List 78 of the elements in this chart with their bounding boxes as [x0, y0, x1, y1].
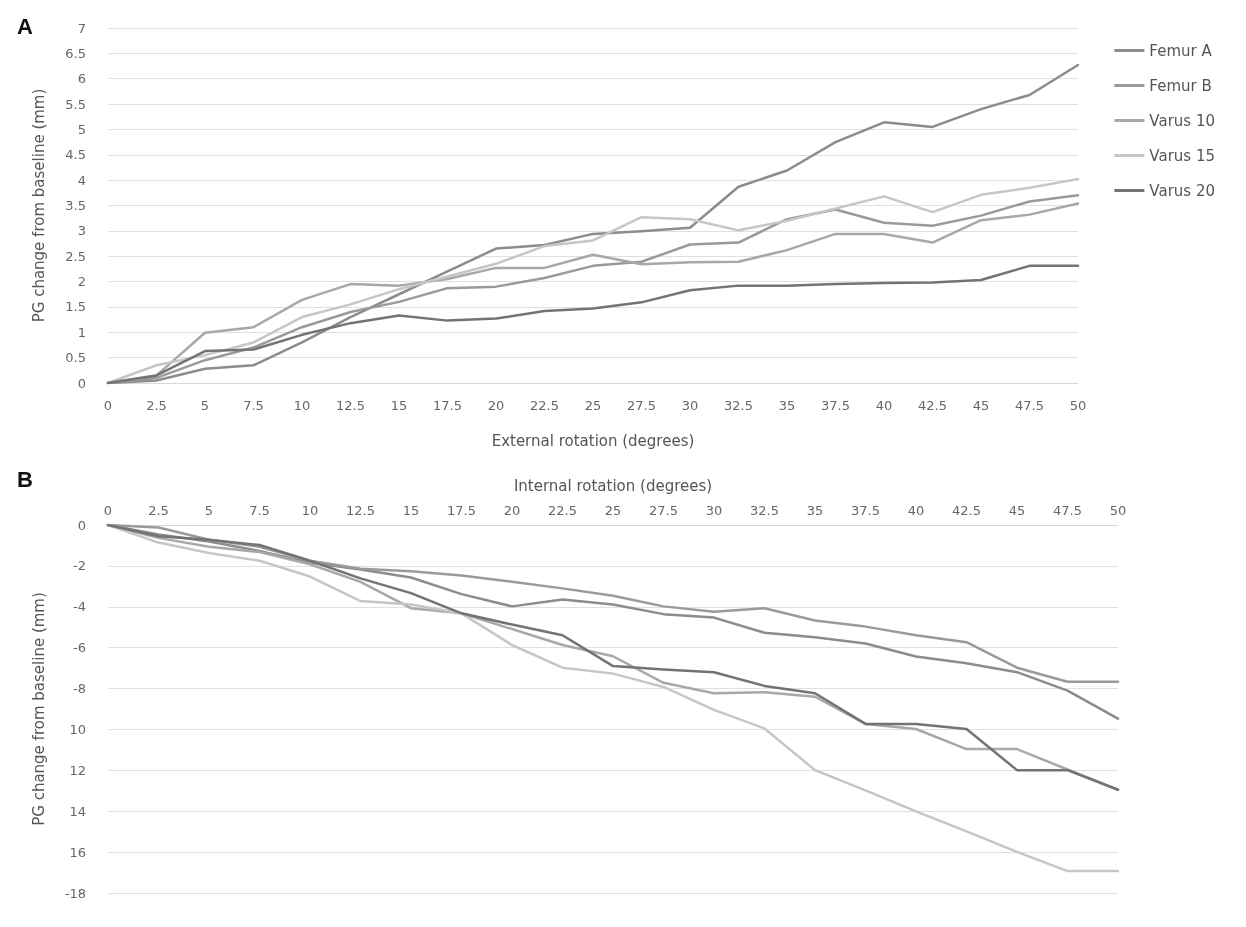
y-tick-label: 2 [77, 274, 86, 290]
x-tick-label: 30 [705, 503, 723, 518]
x-tick-label: 17.5 [433, 398, 462, 413]
x-tick-label: 20 [503, 503, 521, 518]
x-tick-label: 30 [681, 398, 699, 413]
x-tick-label: 27.5 [649, 503, 678, 518]
x-tick-label: 2.5 [148, 503, 169, 518]
x-tick-label: 37.5 [851, 503, 880, 518]
x-tick-label: 15 [402, 503, 420, 518]
x-tick-label: 35 [806, 503, 824, 518]
x-tick-label: 2.5 [146, 398, 167, 413]
legend-label: Femur B [1149, 76, 1212, 95]
x-tick-label: 32.5 [750, 503, 779, 518]
legend-label: Varus 15 [1149, 146, 1216, 165]
y-tick-label: 3.5 [65, 198, 86, 213]
y-tick-label: -8 [73, 681, 86, 697]
x-tick-label: 45 [972, 398, 990, 413]
y-tick-label: 1 [77, 324, 86, 340]
x-tick-label: 35 [778, 398, 796, 413]
x-tick-label: 7.5 [249, 503, 270, 518]
y-tick-label: 0.5 [65, 350, 86, 366]
x-tick-label: 22.5 [530, 398, 559, 413]
x-tick-label: 17.5 [447, 503, 476, 518]
x-tick-label: 10 [301, 503, 319, 518]
x-tick-label: 5 [200, 398, 210, 413]
x-tick-label: 47.5 [1053, 503, 1082, 518]
y-tick-label: 5.5 [65, 96, 86, 112]
x-tick-label: 25 [584, 398, 602, 413]
y-tick-label: 3 [77, 223, 86, 239]
x-tick-label: 22.5 [548, 503, 577, 518]
y-axis-title: PG change from baseline (mm) [29, 88, 48, 323]
x-tick-label: 37.5 [821, 398, 850, 413]
y-tick-label: 0 [77, 517, 86, 533]
x-tick-label: 42.5 [918, 398, 947, 413]
x-tick-label: 45 [1008, 503, 1026, 518]
y-tick-label: 10 [69, 721, 86, 737]
y-tick-label: 6.5 [65, 45, 86, 61]
y-tick-label: 6 [77, 71, 86, 87]
y-tick-label: 4.5 [65, 147, 86, 163]
x-tick-label: 40 [875, 398, 893, 413]
x-tick-label: 50 [1069, 398, 1087, 413]
x-tick-label: 50 [1109, 503, 1127, 518]
legend-label: Varus 10 [1149, 111, 1216, 130]
y-tick-label: 12 [69, 762, 86, 778]
y-axis-title: PG change from baseline (mm) [29, 592, 48, 826]
y-tick-label: 16 [69, 844, 86, 860]
y-tick-label: -2 [73, 558, 86, 574]
y-tick-label: 0 [77, 375, 86, 391]
y-tick-label: -4 [73, 599, 86, 615]
legend-label: Femur A [1149, 41, 1213, 60]
y-tick-label: -18 [64, 885, 86, 901]
x-tick-label: 0 [103, 503, 113, 518]
y-tick-label: 2.5 [65, 248, 86, 264]
x-tick-label: 42.5 [952, 503, 981, 518]
x-tick-label: 10 [293, 398, 311, 413]
x-tick-label: 7.5 [243, 398, 264, 413]
chart-title: B [17, 466, 33, 492]
x-tick-label: 25 [604, 503, 622, 518]
x-tick-label: 12.5 [336, 398, 365, 413]
chart-title: A [17, 13, 33, 39]
y-tick-label: 4 [77, 172, 86, 188]
x-tick-label: 20 [487, 398, 505, 413]
x-tick-label: 0 [103, 398, 113, 413]
x-tick-label: 12.5 [346, 503, 375, 518]
y-tick-label: -6 [73, 640, 86, 656]
x-tick-label: 40 [907, 503, 925, 518]
x-tick-label: 32.5 [724, 398, 753, 413]
x-tick-label: 47.5 [1015, 398, 1044, 413]
legend-label: Varus 20 [1149, 181, 1216, 200]
y-tick-label: 1.5 [65, 299, 86, 315]
x-tick-label: 27.5 [627, 398, 656, 413]
x-tick-label: 5 [204, 503, 214, 518]
y-tick-label: 5 [77, 121, 86, 137]
x-axis-title: External rotation (degrees) [491, 431, 695, 450]
x-tick-label: 15 [390, 398, 408, 413]
y-tick-label: 7 [77, 20, 86, 36]
x-axis-title: Internal rotation (degrees) [513, 476, 713, 495]
y-tick-label: 14 [69, 803, 86, 819]
